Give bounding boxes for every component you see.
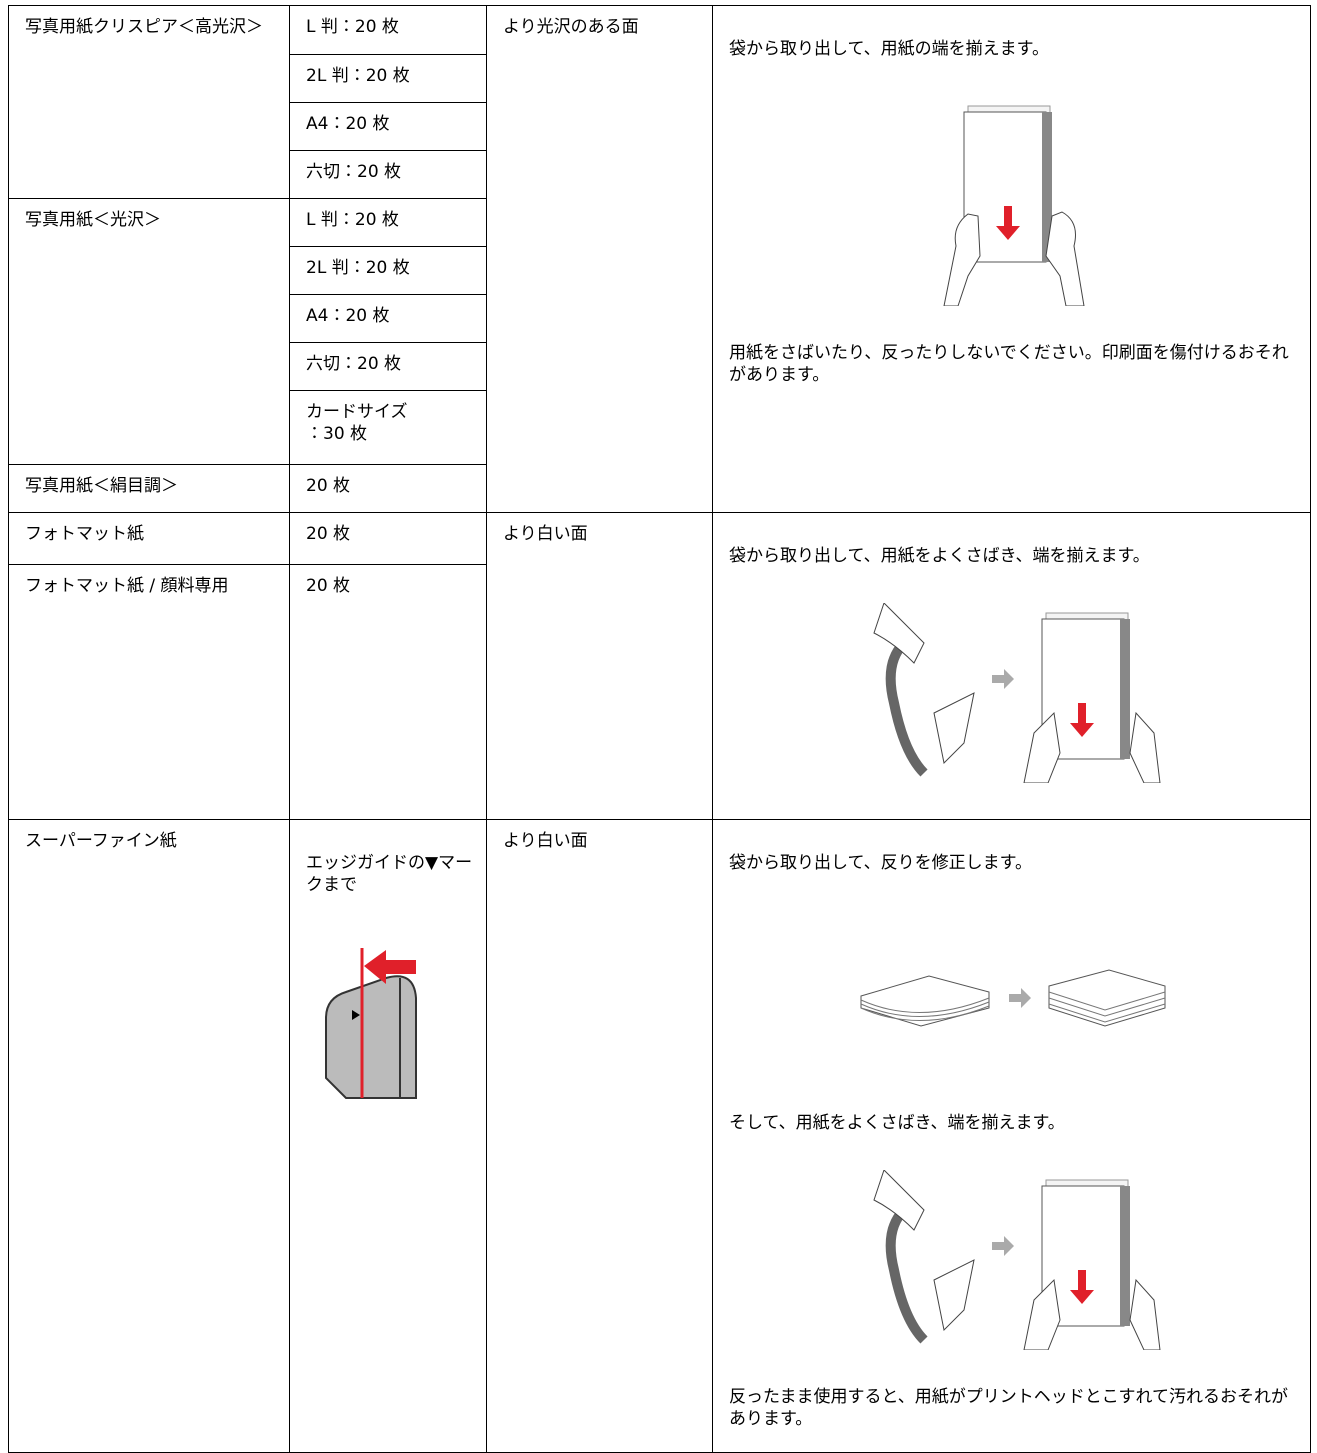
notes: 袋から取り出して、用紙の端を揃えます。 用紙をさばいたり、反ったりしないでくださ…: [712, 5, 1311, 513]
illustration: [872, 603, 1161, 783]
capacity: 2L 判：20 枚: [289, 54, 487, 103]
note: そして、用紙をよくさばき、端を揃えます。: [729, 1113, 1065, 1133]
note: 袋から取り出して、用紙をよくさばき、端を揃えます。: [729, 546, 1150, 566]
paper-name: スーパーファイン紙: [8, 819, 290, 1453]
notes: 袋から取り出して、反りを修正します。 そして、用紙をよくさばき、端を揃えます。 …: [712, 819, 1311, 1453]
note: 袋から取り出して、用紙の端を揃えます。: [729, 39, 1049, 59]
note: 反ったまま使用すると、用紙がプリントヘッドとこすれて汚れるおそれがあります。: [729, 1387, 1288, 1429]
illustration: [872, 1170, 1161, 1350]
capacity: A4：20 枚: [289, 102, 487, 151]
capacity: 六切：20 枚: [289, 150, 487, 199]
paper-name: 写真用紙クリスピア＜高光沢＞: [8, 5, 290, 199]
capacity-text: エッジガイドの▼マークまで: [306, 853, 473, 895]
capacity: A4：20 枚: [289, 294, 487, 343]
illustration: [325, 948, 417, 1099]
notes: 袋から取り出して、用紙をよくさばき、端を揃えます。: [712, 512, 1311, 820]
capacity: カードサイズ ：30 枚: [289, 390, 487, 465]
page: 写真用紙クリスピア＜高光沢＞ L 判：20 枚 より光沢のある面 袋から取り出し…: [8, 5, 1311, 1453]
capacity: L 判：20 枚: [289, 5, 487, 55]
capacity: エッジガイドの▼マークまで: [289, 819, 487, 1453]
paper-name: 写真用紙＜光沢＞: [8, 198, 290, 465]
print-side: より白い面: [486, 512, 713, 820]
capacity: 20 枚: [289, 563, 487, 821]
paper-name: フォトマット紙: [8, 512, 290, 565]
illustration: [860, 969, 1165, 1027]
paper-table: 写真用紙クリスピア＜高光沢＞ L 判：20 枚 より光沢のある面 袋から取り出し…: [8, 5, 1311, 1453]
paper-name: フォトマット紙 / 顔料専用: [8, 563, 290, 821]
illustration: [942, 105, 1085, 306]
note: 用紙をさばいたり、反ったりしないでください。印刷面を傷付けるおそれがあります。: [729, 343, 1289, 385]
capacity: L 判：20 枚: [289, 198, 487, 247]
print-side: より光沢のある面: [486, 5, 713, 513]
print-side: より白い面: [486, 819, 713, 1453]
paper-name: 写真用紙＜絹目調＞: [8, 464, 290, 513]
capacity: 20 枚: [289, 464, 487, 513]
capacity: 20 枚: [289, 512, 487, 565]
capacity: 2L 判：20 枚: [289, 246, 487, 295]
capacity: 六切：20 枚: [289, 342, 487, 391]
note: 袋から取り出して、反りを修正します。: [729, 853, 1032, 873]
